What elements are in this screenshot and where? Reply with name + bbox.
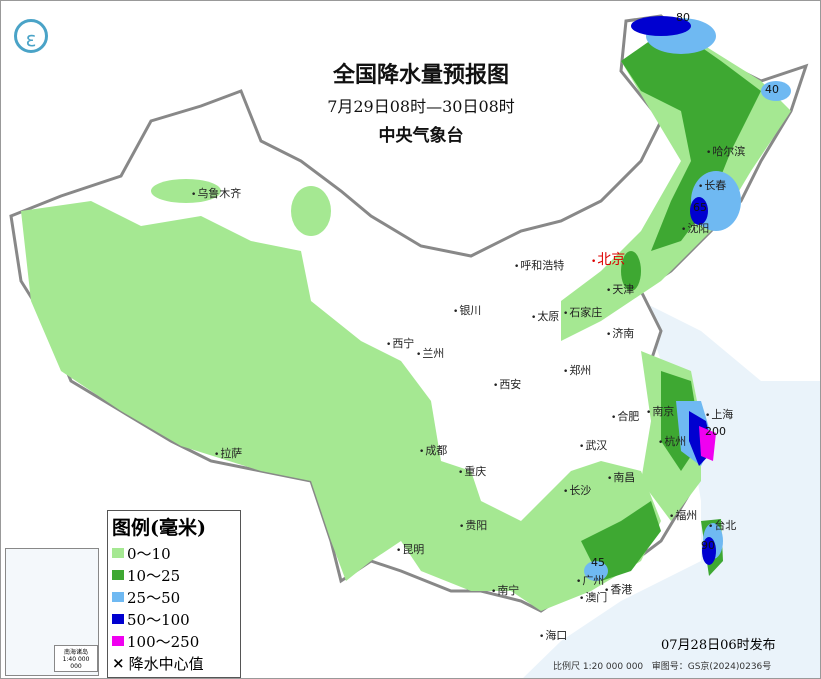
city-label: 西宁 — [386, 335, 414, 351]
footer: 比例尺 1:20 000 000 审图号：GS京(2024)0236号 — [553, 659, 771, 672]
city-label: 南京 — [646, 403, 674, 419]
south-china-sea-inset: 南海诸岛 1:40 000 000 — [5, 548, 99, 676]
issued-time: 07月28日06时发布 — [661, 638, 776, 653]
inset-scale: 1:40 000 000 — [62, 656, 90, 670]
city-label: 西安 — [493, 376, 521, 392]
city-label: 乌鲁木齐 — [191, 185, 241, 201]
legend-center-value: × 降水中心值 — [112, 654, 204, 673]
legend-item: 0～10 — [108, 542, 240, 564]
precip-center-value: 80 — [676, 11, 690, 24]
city-label: 上海 — [705, 406, 733, 422]
city-label: 澳门 — [579, 589, 607, 605]
legend-label: 100～250 — [127, 632, 200, 651]
city-label: 广州 — [576, 572, 604, 588]
city-label: 哈尔滨 — [706, 143, 745, 159]
forecast-period: 7月29日08时—30日08时 — [327, 97, 515, 116]
city-label: 福州 — [669, 507, 697, 523]
city-label: 南宁 — [491, 582, 519, 598]
legend-item: 10～25 — [108, 564, 240, 586]
city-label: 成都 — [419, 442, 447, 458]
city-label: 合肥 — [611, 408, 639, 424]
city-label: 银川 — [453, 302, 481, 318]
legend-item: 25～50 — [108, 586, 240, 608]
city-label: 杭州 — [658, 433, 686, 449]
city-label: 贵阳 — [459, 517, 487, 533]
city-label: 长沙 — [563, 482, 591, 498]
precip-center-value: 45 — [591, 556, 605, 569]
city-label: 太原 — [531, 308, 559, 324]
city-label: 昆明 — [396, 541, 424, 557]
city-label: 拉萨 — [214, 445, 242, 461]
city-label: 兰州 — [416, 345, 444, 361]
city-label: 台北 — [708, 517, 736, 533]
city-label: 南昌 — [607, 469, 635, 485]
sea — [523, 301, 820, 678]
approval-number: 审图号：GS京(2024)0236号 — [651, 662, 772, 672]
precip-center-value: 65 — [693, 201, 707, 214]
legend: 图例(毫米) 0～10 10～25 25～50 50～100 100～250 × 降水中心… — [107, 510, 241, 678]
precip-center-value: 90 — [701, 539, 715, 552]
legend-swatch — [112, 614, 124, 624]
legend-swatch — [112, 548, 124, 558]
city-label: 海口 — [539, 627, 567, 643]
legend-item: 100～250 — [108, 630, 240, 652]
city-label: 香港 — [604, 581, 632, 597]
city-label: 武汉 — [579, 437, 607, 453]
city-label: 北京 — [591, 249, 625, 269]
legend-swatch — [112, 636, 124, 646]
legend-swatch — [112, 592, 124, 602]
legend-label: 50～100 — [127, 610, 190, 629]
city-label: 重庆 — [458, 463, 486, 479]
legend-label: 25～50 — [127, 588, 181, 607]
city-label: 郑州 — [563, 362, 591, 378]
legend-item: 50～100 — [108, 608, 240, 630]
agency: 中央气象台 — [378, 126, 464, 146]
city-label: 长春 — [698, 177, 726, 193]
legend-title: 图例(毫米) — [112, 517, 206, 539]
city-label: 沈阳 — [681, 220, 709, 236]
cross-icon: × — [112, 654, 125, 672]
city-label: 石家庄 — [563, 304, 602, 320]
precip-center-value: 40 — [765, 83, 779, 96]
city-label: 呼和浩特 — [514, 257, 564, 273]
city-label: 济南 — [606, 325, 634, 341]
rain-100-250 — [699, 426, 716, 461]
scale: 比例尺 1:20 000 000 — [553, 662, 644, 672]
inset-label: 南海诸岛 — [63, 649, 88, 656]
city-label: 天津 — [606, 281, 634, 297]
precip-center-value: 200 — [705, 425, 726, 438]
cma-logo-icon: ε — [14, 19, 48, 53]
map-title: 全国降水量预报图 — [332, 63, 509, 88]
legend-swatch — [112, 570, 124, 580]
legend-label: 10～25 — [127, 566, 181, 585]
legend-label: 0～10 — [127, 544, 171, 563]
